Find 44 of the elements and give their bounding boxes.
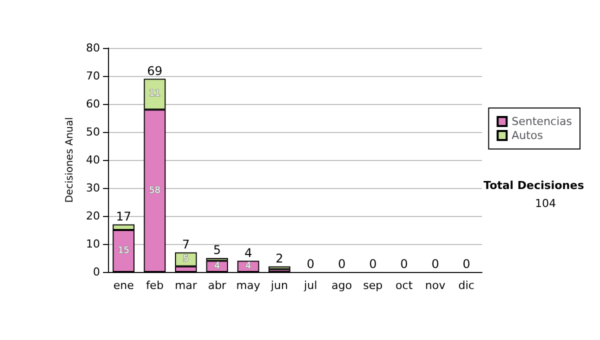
x-tick-label: oct (396, 279, 414, 292)
y-tick-label: 50 (86, 126, 100, 138)
y-tick-label: 70 (86, 70, 100, 82)
data-label: 15 (118, 246, 130, 256)
x-tick-label: may (236, 279, 261, 292)
x-tick-label: jul (303, 279, 318, 292)
y-tick-label: 10 (86, 238, 100, 250)
y-tick-label: 30 (86, 182, 100, 194)
total-label: 0 (400, 257, 408, 271)
total-label: 0 (306, 257, 314, 271)
text: Total Decisiones (484, 179, 584, 192)
y-tick-label: 60 (86, 98, 100, 110)
y-tick-label: 80 (86, 42, 100, 54)
total-label: 5 (213, 243, 221, 257)
total-label: 17 (116, 209, 132, 224)
text: 104 (535, 197, 556, 210)
total-label: 7 (182, 237, 190, 252)
y-axis-title: Decisiones Anual (64, 117, 76, 203)
data-label: 4 (245, 261, 252, 272)
x-tick-label: ene (113, 279, 134, 292)
legend-label: Autos (512, 129, 544, 142)
y-tick-label: 20 (86, 210, 100, 222)
data-label: 5 (183, 254, 189, 264)
x-tick-label: nov (425, 279, 446, 292)
data-label: 4 (214, 261, 220, 272)
x-tick-label: dic (458, 279, 474, 292)
x-tick-label: jun (270, 279, 288, 292)
total-label: 0 (338, 257, 346, 271)
total-label: 69 (147, 64, 162, 78)
x-tick-label: mar (174, 279, 198, 292)
total-label: 4 (244, 246, 252, 260)
total-label: 2 (276, 251, 284, 266)
y-tick-label: 40 (86, 154, 100, 166)
x-tick-label: abr (208, 279, 227, 292)
total-label: 0 (462, 257, 470, 271)
data-label: 58 (149, 186, 161, 196)
y-tick-label: 0 (93, 266, 100, 278)
x-tick-label: feb (146, 279, 164, 292)
legend-label: Sentencias (512, 115, 572, 128)
data-label: 11 (149, 89, 160, 100)
x-tick-label: sep (363, 279, 383, 292)
x-tick-label: ago (332, 279, 352, 292)
total-label: 0 (431, 257, 440, 271)
total-label: 0 (369, 257, 377, 271)
